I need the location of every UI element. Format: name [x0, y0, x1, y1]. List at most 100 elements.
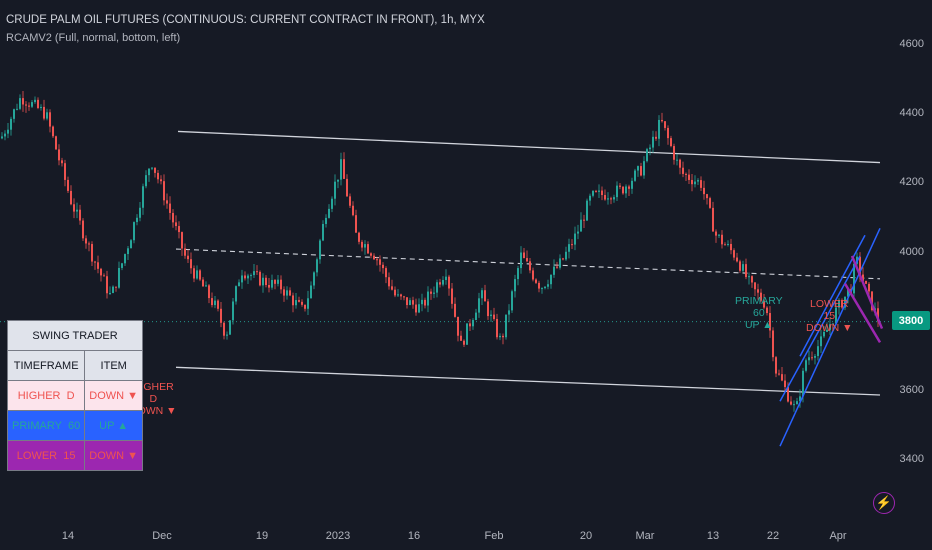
candle-body	[769, 313, 771, 331]
candle-body	[784, 380, 786, 387]
candle-body	[616, 185, 618, 198]
candle-body	[145, 175, 147, 187]
candle-body	[727, 243, 729, 245]
candle-body	[229, 320, 231, 335]
candle-body	[580, 219, 582, 232]
candle-body	[43, 106, 45, 119]
candle-body	[718, 234, 720, 236]
candle-body	[427, 291, 429, 306]
candle-body	[94, 261, 96, 263]
candle-body	[400, 294, 402, 297]
candle-body	[619, 185, 621, 187]
candle-body	[706, 194, 708, 199]
candle-body	[742, 264, 744, 271]
x-tick-label: Feb	[484, 530, 504, 542]
candle-body	[430, 291, 432, 294]
candle-body	[544, 286, 546, 289]
candle-body	[238, 282, 240, 287]
candle-body	[814, 355, 816, 358]
candle-body	[199, 270, 201, 280]
candle-body	[829, 324, 831, 330]
candle-body	[508, 310, 510, 315]
candle-body	[88, 243, 90, 245]
candle-body	[871, 291, 873, 311]
candle-body	[739, 261, 741, 271]
candle-body	[295, 300, 297, 306]
candle-body	[790, 401, 792, 405]
candle-body	[274, 279, 276, 284]
candle-body	[484, 290, 486, 302]
candle-body	[547, 284, 549, 287]
lightning-icon[interactable]: ⚡	[873, 492, 895, 514]
candle-body	[865, 280, 867, 284]
candle-body	[766, 307, 768, 314]
candle-body	[403, 296, 405, 298]
x-tick-label: Apr	[829, 530, 847, 542]
candle-body	[49, 112, 51, 127]
candle-body	[4, 133, 6, 137]
candle-body	[757, 289, 759, 293]
candle-body	[550, 274, 552, 285]
candle-body	[793, 404, 795, 406]
y-tick-label: 4600	[899, 38, 924, 50]
candle-body	[820, 336, 822, 347]
candle-body	[190, 259, 192, 269]
candle-body	[472, 320, 474, 327]
candle-body	[214, 300, 216, 306]
candle-body	[292, 295, 294, 306]
candle-body	[673, 146, 675, 160]
candle-body	[262, 277, 264, 286]
candle-body	[397, 294, 399, 296]
candle-body	[64, 163, 66, 180]
candle-body	[79, 209, 81, 221]
candle-body	[133, 222, 135, 241]
candle-body	[139, 207, 141, 218]
candle-body	[382, 264, 384, 269]
candle-body	[340, 159, 342, 180]
candle-body	[805, 360, 807, 371]
primary-timeframe: 60	[68, 419, 81, 432]
candle-body	[475, 312, 477, 321]
candle-body	[568, 244, 570, 252]
candle-body	[265, 277, 267, 285]
higher-timeframe: D	[66, 389, 75, 402]
candle-body	[76, 209, 78, 212]
candle-body	[244, 275, 246, 279]
y-tick-label: 4400	[899, 107, 924, 120]
candle-body	[703, 187, 705, 195]
candle-body	[109, 292, 111, 294]
indicator-legend[interactable]: RCAMV2 (Full, normal, bottom, left)	[6, 32, 181, 44]
blue-channel-upper	[779, 227, 881, 447]
candle-body	[142, 186, 144, 208]
lower-annotation: LOWER 15 DOWN ▼	[806, 298, 853, 334]
candle-body	[298, 300, 300, 302]
candle-body	[232, 301, 234, 321]
candle-body	[97, 262, 99, 269]
candle-body	[16, 108, 18, 110]
candle-body	[370, 253, 372, 256]
candle-body	[151, 167, 153, 169]
swing-row-direction: DOWN ▼	[84, 380, 144, 411]
x-tick-label: 13	[706, 530, 720, 542]
candle-body	[520, 252, 522, 269]
y-tick-label: 4000	[899, 245, 924, 258]
candle-body	[682, 167, 684, 174]
candle-body	[361, 241, 363, 248]
candle-body	[163, 181, 165, 201]
candle-body	[286, 290, 288, 296]
candle-body	[535, 279, 537, 283]
primary-annotation: PRIMARY 60 UP ▲	[735, 295, 783, 331]
candle-body	[778, 373, 780, 375]
candle-body	[136, 217, 138, 223]
candle-body	[559, 258, 561, 268]
candle-body	[25, 104, 27, 106]
candle-body	[517, 268, 519, 280]
candle-body	[436, 282, 438, 293]
candle-body	[346, 178, 348, 197]
candle-body	[148, 168, 150, 176]
candle-body	[643, 161, 645, 176]
candle-body	[406, 297, 408, 306]
candle-body	[223, 322, 225, 336]
candle-body	[493, 314, 495, 319]
